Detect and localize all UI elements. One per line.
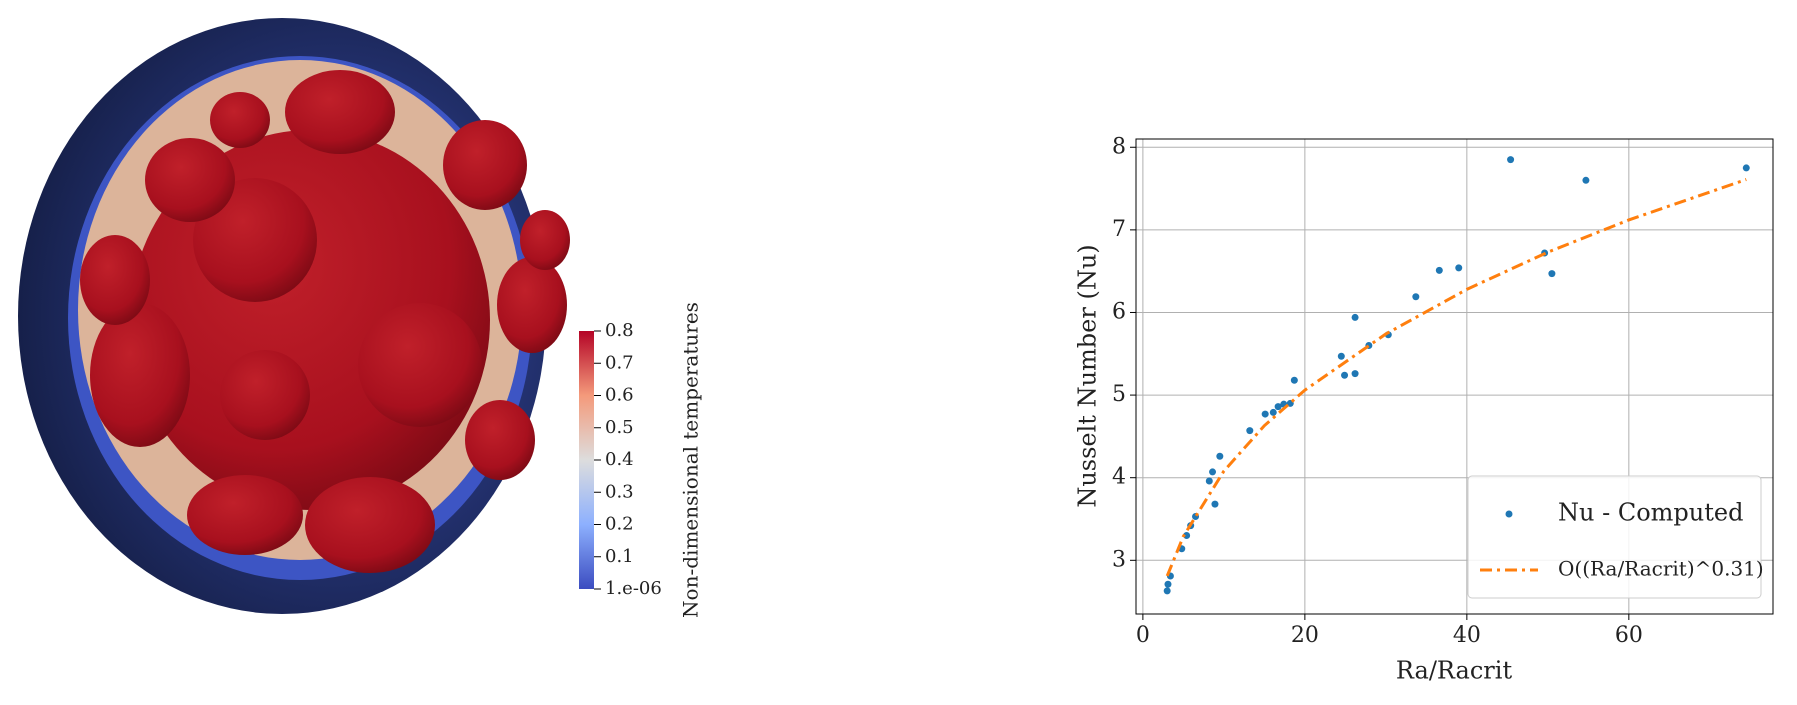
y-axis-label: Nusselt Number (Nu): [1074, 244, 1102, 507]
data-point: [1742, 164, 1750, 172]
colorbar-tick-label: 0.4: [605, 449, 634, 470]
data-point: [1290, 376, 1298, 384]
fit-line: [1165, 178, 1747, 577]
data-point: [1211, 500, 1219, 508]
colorbar: [579, 331, 594, 589]
y-tick-label: 7: [1112, 217, 1126, 242]
data-point: [1582, 176, 1590, 184]
data-point: [1351, 370, 1359, 378]
data-point: [1351, 313, 1359, 321]
data-point: [1183, 532, 1191, 540]
x-tick-label: 40: [1453, 623, 1481, 648]
colorbar-title: Non-dimensional temperatures: [679, 302, 703, 618]
data-point: [1269, 408, 1277, 416]
colorbar-tick-label: 0.6: [605, 385, 634, 406]
plot-frame: [1135, 138, 1774, 615]
legend-marker: [1505, 510, 1513, 518]
colorbar-tick-label: 0.7: [605, 352, 634, 373]
data-point: [1246, 427, 1254, 435]
data-point: [1337, 352, 1345, 360]
data-point: [1164, 580, 1172, 588]
x-tick-label: 0: [1136, 623, 1150, 648]
colorbar-tick-label: 0.2: [605, 514, 634, 535]
data-point: [1216, 452, 1224, 460]
legend-label: Nu - Computed: [1558, 499, 1743, 527]
x-tick-label: 20: [1291, 623, 1319, 648]
legend-box: [1467, 475, 1762, 599]
data-point: [1209, 468, 1217, 476]
data-point: [1261, 410, 1269, 418]
data-point: [1548, 270, 1556, 278]
x-axis-label: Ra/Racrit: [1396, 657, 1513, 685]
data-point: [1205, 477, 1213, 485]
y-tick-label: 8: [1112, 134, 1126, 159]
data-point: [1435, 266, 1443, 274]
data-point: [1274, 403, 1282, 411]
data-point: [1455, 264, 1463, 272]
y-tick-label: 5: [1112, 382, 1126, 407]
data-point: [1341, 371, 1349, 379]
legend-label: O((Ra/Racrit)^0.31): [1558, 557, 1764, 581]
grid: [1136, 139, 1773, 614]
data-point: [1412, 293, 1420, 301]
y-tick-label: 3: [1112, 547, 1126, 572]
y-tick-label: 6: [1112, 299, 1126, 324]
colorbar-tick-label: 1.e-06: [605, 578, 662, 599]
colorbar-tick-label: 0.5: [605, 417, 634, 438]
data-point: [1163, 587, 1171, 595]
data-point: [1507, 156, 1515, 164]
colorbar-tick-label: 0.3: [605, 481, 634, 502]
x-tick-label: 60: [1615, 623, 1643, 648]
y-tick-label: 4: [1112, 465, 1126, 490]
colorbar-tick-label: 0.1: [605, 546, 634, 567]
colorbar-tick-label: 0.8: [605, 320, 634, 341]
render-3d: [18, 18, 570, 614]
